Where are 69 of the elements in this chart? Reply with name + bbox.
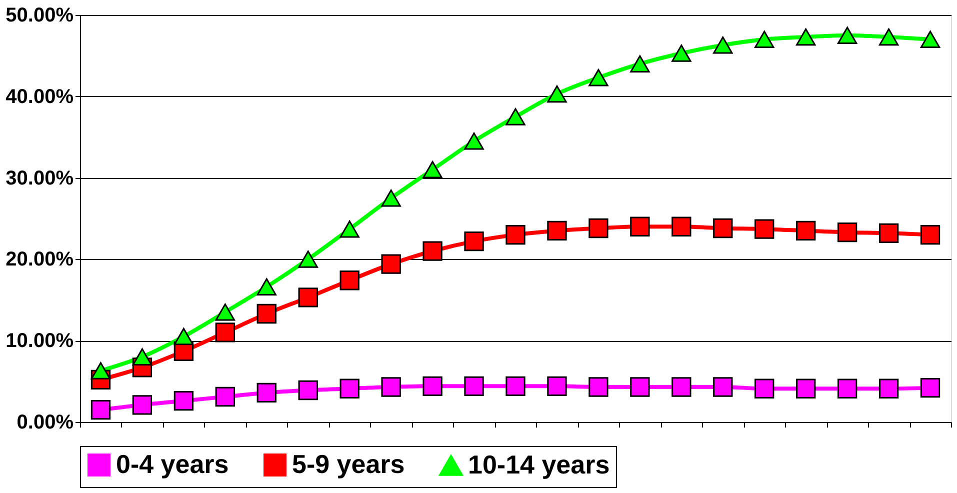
point [672, 216, 692, 236]
point [215, 386, 235, 407]
point [506, 224, 526, 245]
point [878, 378, 899, 398]
point [340, 220, 360, 238]
point [464, 132, 484, 150]
point [630, 377, 650, 397]
point [298, 250, 318, 268]
point [796, 220, 816, 241]
point [215, 322, 235, 342]
point [381, 377, 401, 397]
point [713, 36, 733, 54]
point [506, 108, 526, 126]
y-tick-label: 50.00% [6, 4, 74, 26]
point [132, 395, 152, 415]
point [340, 378, 360, 398]
point [837, 222, 858, 242]
point [547, 220, 567, 241]
point [90, 362, 111, 380]
point [754, 219, 774, 239]
point [588, 69, 608, 86]
point [588, 377, 608, 397]
point [464, 231, 484, 252]
point [713, 377, 733, 397]
y-tick-label: 10.00% [6, 330, 74, 352]
point [713, 218, 733, 238]
point [256, 304, 276, 324]
point [381, 254, 401, 274]
point [588, 218, 608, 238]
point [506, 376, 526, 396]
point [672, 377, 692, 397]
point [174, 328, 194, 346]
point [878, 223, 899, 243]
point [920, 224, 940, 245]
y-tick-label: 0.00% [16, 412, 74, 434]
point [796, 378, 816, 398]
point [298, 288, 318, 308]
point [215, 303, 235, 321]
point [422, 161, 442, 178]
point [920, 378, 940, 398]
point [340, 270, 360, 290]
point [837, 378, 858, 398]
legend-label: 5-9 years [292, 449, 405, 479]
point [298, 380, 318, 400]
point [422, 241, 442, 261]
legend-label: 10-14 years [468, 450, 610, 480]
point [630, 216, 650, 236]
point [256, 382, 276, 403]
point [174, 391, 194, 411]
point [547, 85, 567, 103]
point [878, 28, 899, 46]
y-tick-label: 40.00% [6, 86, 74, 108]
y-tick-label: 20.00% [6, 248, 74, 271]
point [547, 376, 567, 396]
point [464, 376, 484, 396]
point [381, 190, 401, 207]
point [630, 55, 650, 72]
point [672, 44, 692, 62]
point [796, 28, 816, 46]
point [920, 30, 940, 48]
point [422, 376, 442, 396]
y-tick-label: 30.00% [6, 167, 74, 190]
point [132, 348, 152, 366]
point [90, 400, 111, 420]
point [837, 26, 858, 44]
legend-label: 0-4 years [116, 449, 229, 479]
point [256, 278, 276, 296]
point [754, 30, 774, 48]
point [754, 378, 774, 398]
